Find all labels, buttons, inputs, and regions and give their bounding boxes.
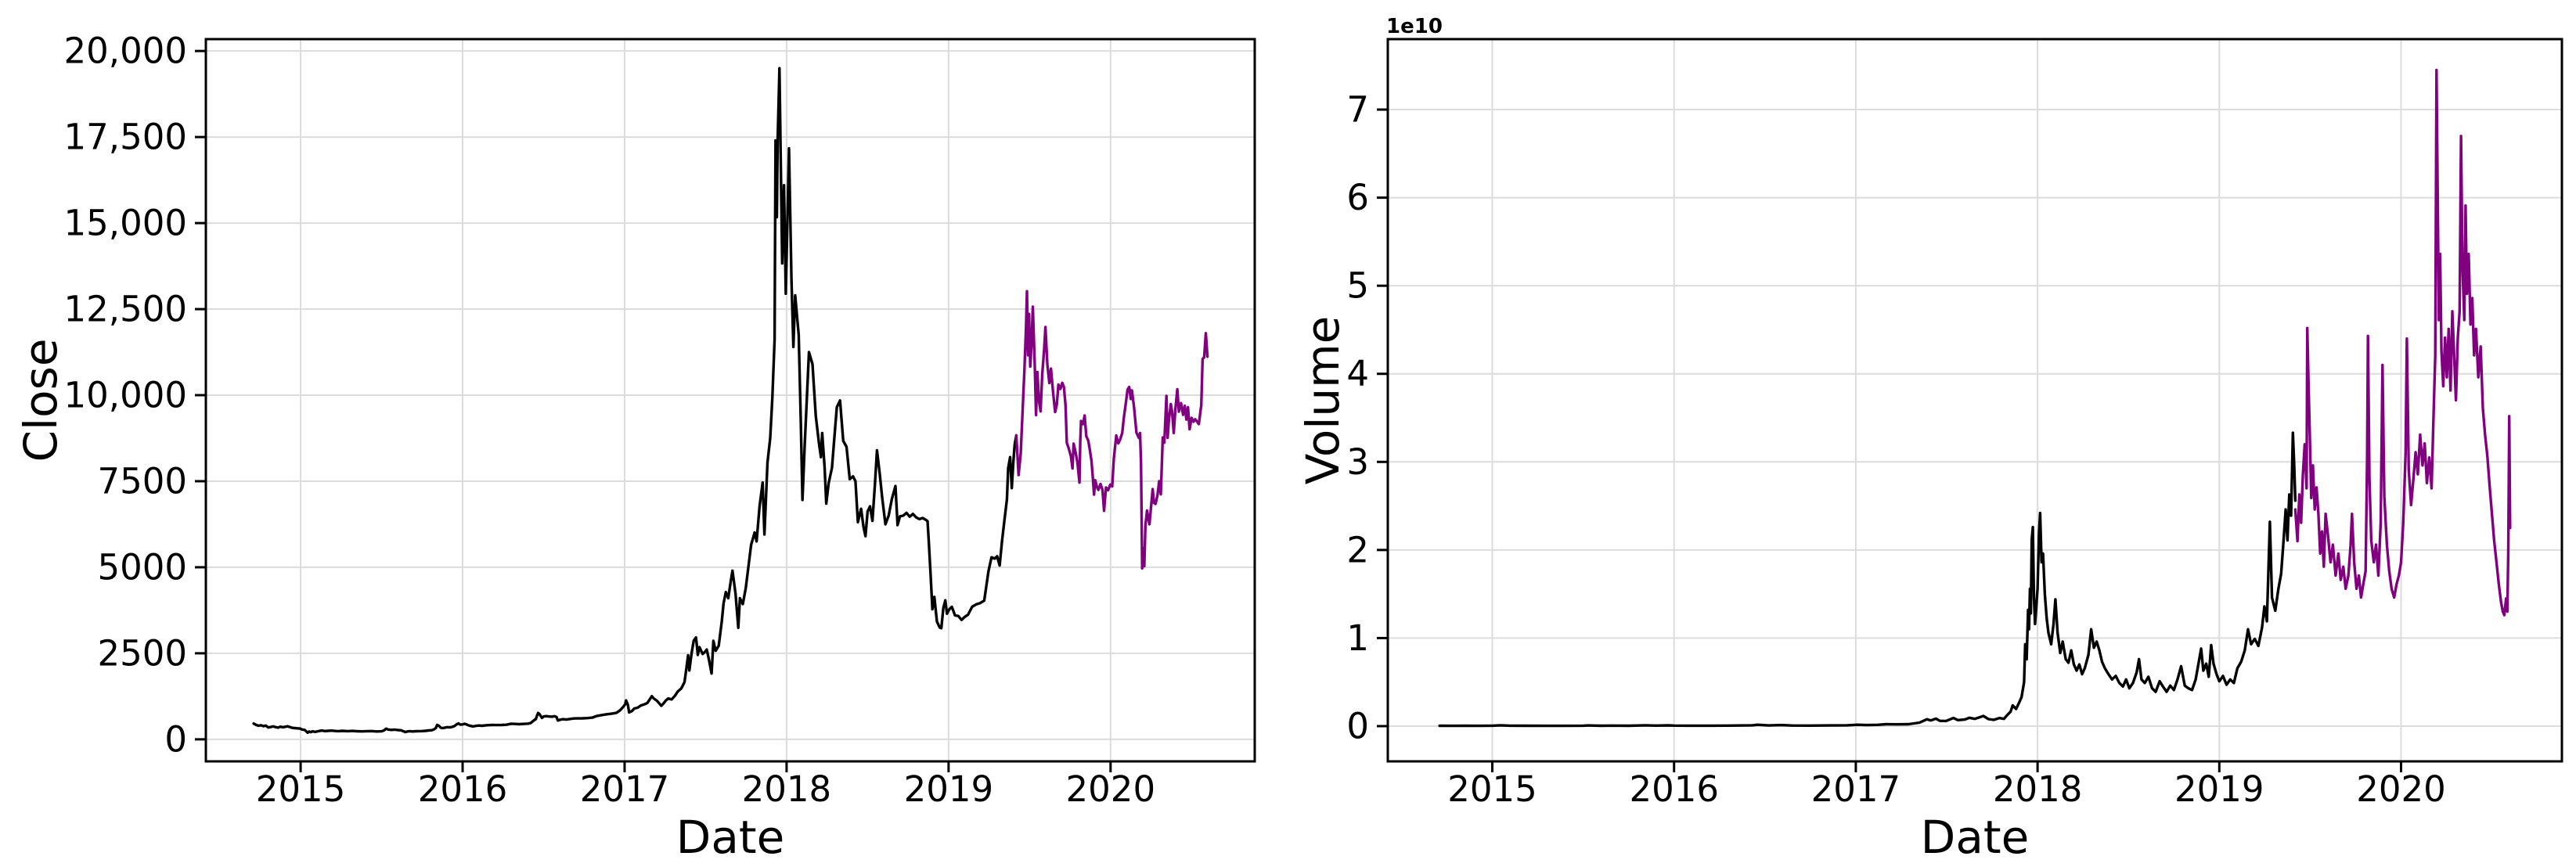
y-tick-label: 5	[1346, 265, 1369, 307]
volume-offset-label: 1e10	[1386, 15, 1443, 38]
y-tick-label: 10,000	[64, 375, 187, 416]
x-tick-label: 2019	[904, 768, 994, 810]
x-tick-label: 2015	[1447, 768, 1537, 810]
volume-train-line	[1438, 431, 2297, 728]
volume-xlabel: Date	[1921, 811, 2030, 864]
y-tick-label: 0	[164, 718, 187, 760]
y-tick-label: 6	[1346, 177, 1369, 218]
x-tick-label: 2019	[2174, 768, 2264, 810]
close-plot-border	[204, 38, 1256, 763]
y-tick-label: 15,000	[64, 203, 187, 244]
y-tick-label: 5000	[97, 546, 187, 588]
y-tick-label: 20,000	[64, 31, 187, 72]
x-tick-label: 2016	[418, 768, 508, 810]
y-tick-label: 17,500	[64, 117, 187, 158]
y-tick-label: 2	[1346, 529, 1369, 570]
y-tick-label: 1	[1346, 617, 1369, 659]
y-tick-label: 7	[1346, 89, 1369, 131]
x-tick-label: 2018	[1993, 768, 2083, 810]
y-tick-label: 7500	[97, 460, 187, 502]
y-tick-label: 2500	[97, 632, 187, 674]
y-tick-label: 12,500	[64, 289, 187, 330]
x-tick-label: 2017	[580, 768, 670, 810]
volume-ylabel: Volume	[1296, 316, 1349, 485]
close-train-line	[252, 67, 1018, 735]
close-test-line	[1014, 290, 1209, 570]
x-tick-label: 2016	[1629, 768, 1719, 810]
volume-plot-border	[1386, 38, 2563, 763]
close-ylabel: Close	[14, 339, 67, 462]
x-tick-label: 2020	[1066, 768, 1156, 810]
y-tick-label: 3	[1346, 441, 1369, 483]
volume-chart: 2015 2016 2017 2018 2019 2020 0 1 2 3 4 5 6 7 Date Volu…	[1296, 15, 2563, 864]
y-tick-label: 0	[1346, 705, 1369, 746]
close-xlabel: Date	[676, 811, 785, 864]
close-chart: 2015 2016 2017 2018 2019 2020 0 2500 5000 7500 10,…	[14, 31, 1256, 864]
volume-test-line	[2293, 68, 2512, 617]
x-tick-label: 2018	[742, 768, 832, 810]
x-tick-label: 2015	[256, 768, 346, 810]
y-tick-label: 4	[1346, 353, 1369, 394]
x-tick-label: 2017	[1811, 768, 1901, 810]
x-tick-label: 2020	[2356, 768, 2446, 810]
